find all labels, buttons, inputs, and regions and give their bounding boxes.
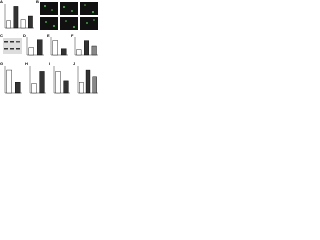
micrographs xyxy=(40,2,98,30)
blot-band xyxy=(4,48,8,50)
panel-label: I xyxy=(49,61,50,66)
bar xyxy=(6,20,11,29)
bar xyxy=(28,15,33,29)
bar xyxy=(37,39,43,56)
blot-band xyxy=(4,41,8,43)
bar xyxy=(63,80,69,94)
blot-band xyxy=(10,48,14,50)
bar xyxy=(92,76,97,94)
panel-label: C xyxy=(0,33,3,38)
western-blot xyxy=(3,38,22,54)
bar xyxy=(79,81,84,94)
panel-label: B xyxy=(36,0,39,4)
micrograph xyxy=(60,2,78,15)
micrograph xyxy=(80,17,98,30)
micrograph xyxy=(40,2,58,15)
blot-band xyxy=(10,41,14,43)
bar xyxy=(31,83,37,94)
bar xyxy=(76,49,82,56)
figure: A B C D E F G H I J xyxy=(0,0,98,94)
bar xyxy=(39,71,45,94)
cell-signal xyxy=(44,4,95,28)
micrograph xyxy=(80,2,98,15)
micrograph xyxy=(60,17,78,30)
bar xyxy=(28,47,35,56)
bar xyxy=(14,81,21,94)
panel-label: D xyxy=(23,33,26,38)
panel-label: E xyxy=(47,33,50,38)
bar xyxy=(13,6,19,29)
panel-label: H xyxy=(25,61,28,66)
bar xyxy=(83,40,89,56)
blot-membrane xyxy=(3,38,22,54)
bar xyxy=(20,19,26,29)
bar xyxy=(61,48,67,56)
blot-band xyxy=(16,41,20,43)
panel-label: J xyxy=(73,61,75,66)
panel-label: A xyxy=(0,0,3,4)
bar xyxy=(91,45,97,56)
panel-label: G xyxy=(0,61,3,66)
blot-band xyxy=(16,48,20,50)
bar xyxy=(55,71,61,94)
panel-label: F xyxy=(71,33,74,38)
bar xyxy=(6,69,12,94)
bar xyxy=(85,69,91,94)
micrograph xyxy=(40,17,58,30)
bar xyxy=(52,40,59,56)
